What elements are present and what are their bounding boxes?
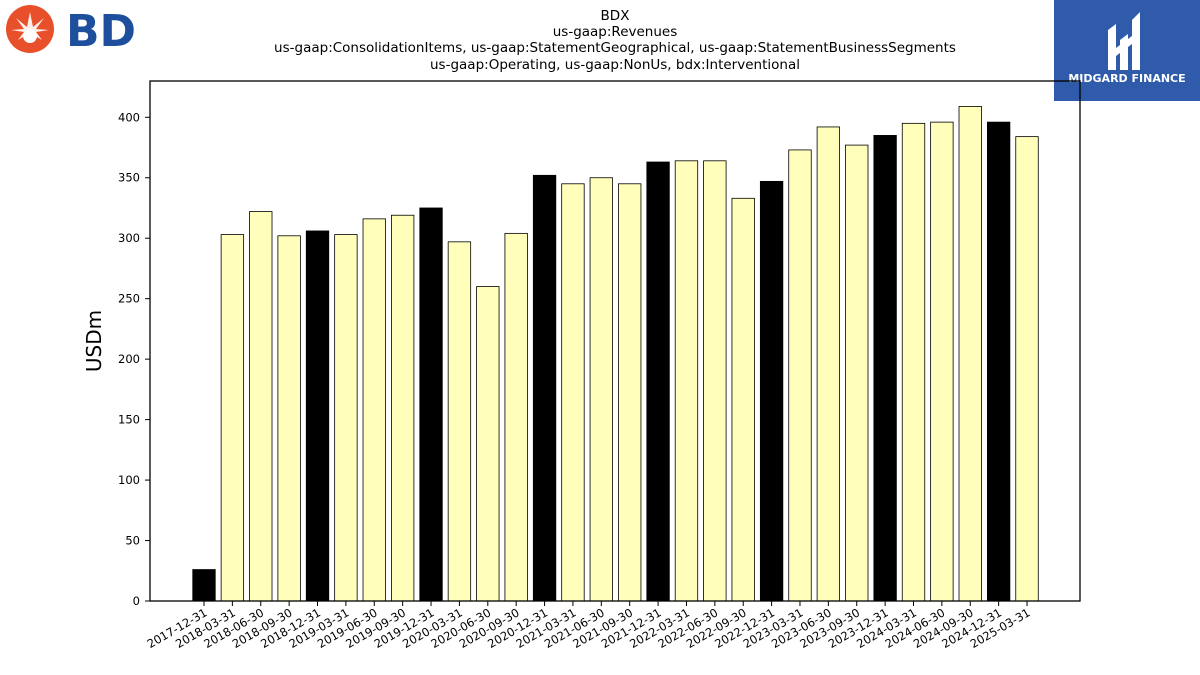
bar-2019-09-30 bbox=[391, 214, 415, 602]
bar-2023-06-30 bbox=[816, 126, 841, 602]
bar-2018-06-30 bbox=[249, 211, 273, 602]
bar-2021-09-30 bbox=[618, 183, 642, 602]
midgard-logo-text: MIDGARD FINANCE bbox=[1068, 72, 1185, 85]
chart-title-line-4: us-gaap:Operating, us-gaap:NonUs, bdx:In… bbox=[430, 57, 800, 73]
bar-2018-12-31 bbox=[305, 230, 330, 602]
bar-2020-03-31 bbox=[447, 241, 472, 602]
bar-2022-03-31 bbox=[674, 160, 699, 602]
bar-2018-09-30 bbox=[277, 235, 301, 602]
bar-2021-03-31 bbox=[561, 183, 585, 602]
bar-2019-06-30 bbox=[362, 218, 386, 602]
bar-2019-12-31 bbox=[419, 207, 443, 602]
plot-frame bbox=[149, 80, 1081, 602]
bar-2024-09-30 bbox=[958, 106, 982, 602]
bar-2024-03-31 bbox=[901, 122, 926, 602]
y-tick-label-50: 50 bbox=[125, 534, 140, 548]
y-axis-label: USDm bbox=[82, 310, 106, 372]
bd-burst-icon bbox=[6, 5, 54, 53]
bar-2025-03-31 bbox=[1015, 136, 1039, 602]
bd-logo-text: BD bbox=[66, 6, 136, 57]
y-tick-label-350: 350 bbox=[118, 171, 140, 185]
bar-2020-06-30 bbox=[476, 286, 500, 602]
chart-title-line-3: us-gaap:ConsolidationItems, us-gaap:Stat… bbox=[274, 40, 956, 56]
bar-2020-09-30 bbox=[504, 232, 528, 602]
bar-2022-06-30 bbox=[703, 160, 727, 602]
midgard-logo-mark-icon: MIDGARD FINANCE bbox=[1068, 12, 1186, 85]
y-tick-label-250: 250 bbox=[118, 292, 140, 306]
y-tick-label-0: 0 bbox=[133, 594, 140, 608]
bar-2023-12-31 bbox=[873, 135, 897, 602]
bar-2018-03-31 bbox=[220, 234, 245, 602]
bar-2022-12-31 bbox=[759, 180, 784, 602]
chart-title-line-1: BDX bbox=[601, 8, 630, 24]
bar-2021-06-30 bbox=[589, 177, 613, 602]
y-tick-label-100: 100 bbox=[118, 473, 140, 487]
y-axis: 0 50 100 150 200 250 300 350 400 bbox=[118, 110, 150, 608]
bar-2017-12-31 bbox=[192, 569, 216, 602]
midgard-finance-logo: MIDGARD FINANCE bbox=[1054, 0, 1200, 101]
y-tick-label-400: 400 bbox=[118, 110, 140, 124]
bar-2020-12-31 bbox=[532, 174, 557, 602]
bar-2022-09-30 bbox=[731, 197, 755, 602]
bar-2024-12-31 bbox=[986, 121, 1011, 602]
bar-2023-09-30 bbox=[845, 144, 869, 602]
bar-2019-03-31 bbox=[334, 234, 358, 602]
y-tick-label-300: 300 bbox=[118, 231, 140, 245]
bars-group bbox=[192, 106, 1039, 602]
y-tick-label-150: 150 bbox=[118, 413, 140, 427]
chart-title-line-2: us-gaap:Revenues bbox=[553, 24, 678, 40]
bar-2024-06-30 bbox=[930, 121, 954, 602]
bd-logo: BD bbox=[6, 5, 136, 57]
chart-title: BDX us-gaap:Revenues us-gaap:Consolidati… bbox=[274, 8, 956, 73]
y-tick-label-200: 200 bbox=[118, 352, 140, 366]
x-axis: 2017-12-312018-03-312018-06-302018-09-30… bbox=[145, 601, 1033, 651]
bar-2021-12-31 bbox=[646, 161, 670, 602]
bar-2023-03-31 bbox=[788, 149, 812, 602]
